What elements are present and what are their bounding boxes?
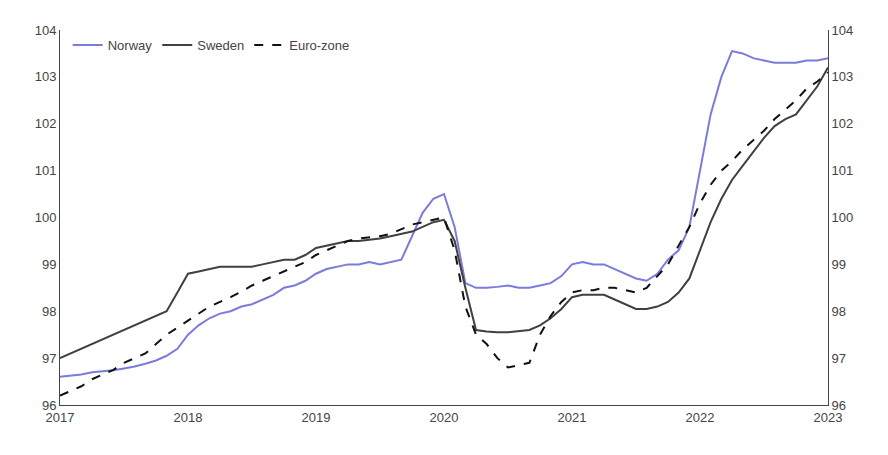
svg-text:2020: 2020 (430, 410, 459, 425)
svg-text:100: 100 (832, 210, 854, 225)
svg-text:2019: 2019 (302, 410, 331, 425)
svg-text:99: 99 (42, 257, 56, 272)
svg-text:2022: 2022 (686, 410, 715, 425)
svg-text:102: 102 (35, 116, 57, 131)
svg-text:98: 98 (832, 304, 846, 319)
svg-text:99: 99 (832, 257, 846, 272)
svg-text:2018: 2018 (174, 410, 203, 425)
svg-text:104: 104 (35, 23, 57, 38)
svg-text:101: 101 (35, 163, 57, 178)
svg-text:Sweden: Sweden (197, 38, 244, 53)
svg-text:2017: 2017 (46, 410, 75, 425)
svg-text:98: 98 (42, 304, 56, 319)
svg-text:2021: 2021 (558, 410, 587, 425)
svg-text:103: 103 (35, 69, 57, 84)
svg-text:101: 101 (832, 163, 854, 178)
svg-text:104: 104 (832, 23, 854, 38)
svg-text:96: 96 (832, 398, 846, 413)
svg-text:102: 102 (832, 116, 854, 131)
svg-text:100: 100 (35, 210, 57, 225)
svg-text:2023: 2023 (814, 410, 843, 425)
svg-text:103: 103 (832, 69, 854, 84)
svg-text:96: 96 (42, 398, 56, 413)
svg-text:Norway: Norway (108, 38, 153, 53)
svg-text:Euro-zone: Euro-zone (289, 38, 349, 53)
svg-text:97: 97 (42, 351, 56, 366)
svg-text:97: 97 (832, 351, 846, 366)
